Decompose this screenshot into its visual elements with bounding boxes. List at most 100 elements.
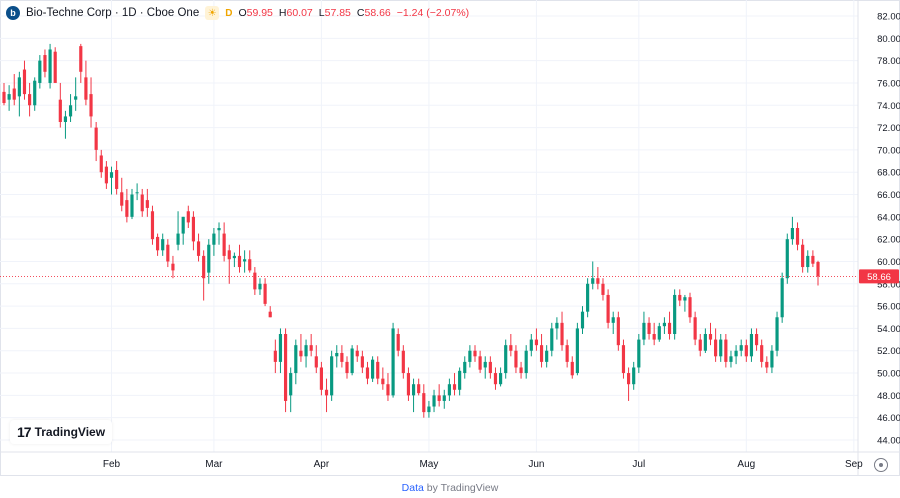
candle-body: [396, 334, 400, 351]
candle-body: [289, 373, 293, 396]
candle-body: [693, 317, 697, 340]
candle-body: [550, 328, 554, 351]
settings-gear-icon[interactable]: [874, 458, 888, 472]
x-tick-label: Jul: [632, 459, 645, 470]
candle-body: [560, 322, 564, 346]
price-axis[interactable]: 44.00 46.00 48.00 50.00 52.00 54.00 56.00 58.00…: [877, 12, 900, 447]
candle-body: [294, 345, 298, 374]
footer-attribution: Data by TradingView: [0, 478, 900, 498]
candle-body: [196, 241, 201, 256]
y-tick-label: 70.00: [877, 145, 900, 156]
attribution-text: by TradingView: [423, 482, 499, 494]
candle-body: [376, 361, 380, 379]
candle-body: [657, 326, 661, 340]
candle-body: [360, 356, 364, 368]
candle-body: [314, 356, 318, 368]
candle-body: [345, 361, 349, 374]
candle-body: [217, 228, 221, 231]
candle-body: [519, 367, 523, 374]
candle-body: [606, 294, 610, 323]
candle-body: [683, 297, 687, 301]
y-tick-label: 44.00: [877, 436, 900, 447]
x-tick-label: Sep: [845, 459, 863, 470]
candle-body: [273, 350, 277, 362]
candle-body: [283, 334, 288, 401]
candle-body: [202, 255, 206, 279]
candle-body: [166, 244, 170, 262]
candle-body: [632, 367, 636, 385]
candle-body: [386, 384, 390, 396]
candle-body: [780, 278, 784, 318]
candle-body: [401, 350, 405, 374]
y-tick-label: 54.00: [877, 324, 900, 335]
candle-body: [586, 283, 590, 312]
candle-body: [734, 350, 738, 357]
candle-body: [406, 373, 411, 396]
candle-body: [120, 192, 124, 206]
candle-body: [186, 211, 190, 223]
candle-body: [816, 262, 820, 277]
candle-body: [12, 88, 16, 100]
candle-body: [335, 352, 339, 357]
time-axis[interactable]: FebMarAprMayJunJulAugSepOct: [103, 459, 900, 470]
candle-body: [161, 239, 165, 251]
candle-body: [243, 259, 247, 262]
change-value: −1.24 (−2.07%): [396, 7, 470, 19]
candle-body: [555, 322, 559, 329]
candle-body: [580, 311, 585, 329]
candle-body: [478, 356, 482, 370]
candle-body: [74, 96, 78, 100]
candle-body: [304, 345, 308, 357]
candle-body: [749, 334, 754, 357]
tradingview-logo[interactable]: 17 TradingView: [10, 420, 113, 444]
candle-body: [155, 236, 160, 251]
candle-body: [760, 345, 764, 362]
candle-body: [601, 283, 605, 295]
candle-body: [417, 384, 421, 394]
candle-body: [678, 294, 682, 301]
tradingview-mark-icon: 17: [17, 424, 32, 440]
candle-body: [565, 345, 569, 362]
candle-body: [642, 322, 646, 340]
candle-body: [529, 339, 533, 351]
candle-body: [662, 322, 667, 327]
candle-body: [488, 361, 492, 374]
data-link[interactable]: Data: [401, 482, 424, 494]
candle-body: [719, 339, 723, 357]
y-tick-label: 62.00: [877, 235, 900, 246]
candle-body: [2, 91, 6, 104]
y-tick-label: 48.00: [877, 391, 900, 402]
candle-body: [754, 334, 759, 346]
candle-body: [524, 350, 528, 374]
last-price-tag-label: 58.66: [867, 272, 891, 283]
candle-body: [703, 334, 707, 351]
candle-body: [207, 244, 211, 273]
candle-body: [422, 393, 426, 413]
low-label: L: [318, 7, 325, 19]
candle-body: [43, 55, 47, 72]
tradingview-name: TradingView: [34, 425, 106, 439]
candle-body: [463, 361, 467, 374]
candle-body: [299, 350, 303, 357]
company-logo-icon[interactable]: b: [6, 6, 20, 20]
candlestick-chart[interactable]: 44.00 46.00 48.00 50.00 52.00 54.00 56.00 58.00…: [0, 0, 900, 476]
candle-body: [432, 395, 436, 407]
candles-layer: [2, 43, 820, 418]
x-tick-label: Aug: [737, 459, 755, 470]
sun-icon[interactable]: ☀: [205, 6, 220, 20]
candle-body: [427, 406, 431, 413]
symbol-title[interactable]: Bio-Techne Corp · 1D · Cboe One: [26, 7, 200, 19]
open-value: 59.95: [246, 7, 273, 19]
candle-body: [616, 317, 620, 346]
y-tick-label: 56.00: [877, 302, 900, 313]
candle-body: [278, 334, 283, 362]
candle-body: [688, 297, 692, 318]
y-tick-label: 82.00: [877, 12, 900, 23]
candle-body: [637, 339, 641, 368]
y-tick-label: 74.00: [877, 101, 900, 112]
candle-body: [570, 361, 574, 376]
candle-body: [181, 216, 185, 234]
candle-body: [514, 350, 518, 368]
market-status-badge[interactable]: D: [225, 7, 233, 19]
candle-body: [442, 395, 446, 401]
